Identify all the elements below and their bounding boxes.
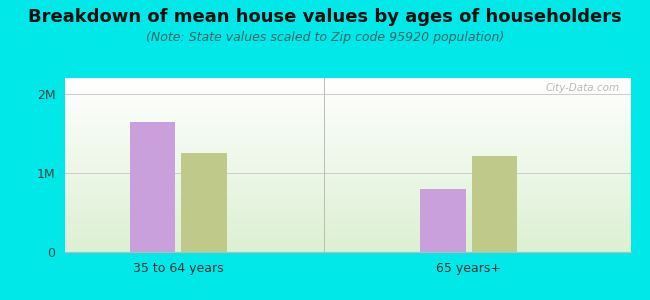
Bar [472,155,517,252]
Bar [181,153,227,252]
Text: (Note: State values scaled to Zip code 95920 population): (Note: State values scaled to Zip code 9… [146,32,504,44]
Bar [129,122,175,252]
Bar [421,189,465,252]
Text: Breakdown of mean house values by ages of householders: Breakdown of mean house values by ages o… [28,8,622,26]
Text: City-Data.com: City-Data.com [545,83,619,93]
